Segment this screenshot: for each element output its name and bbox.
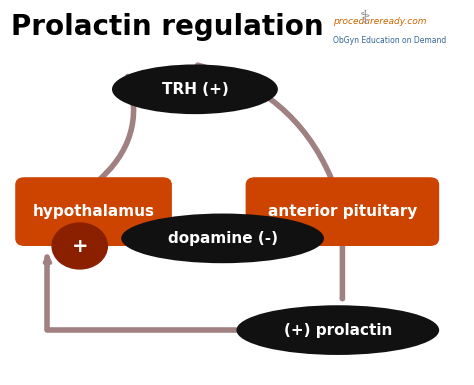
FancyBboxPatch shape [15,177,172,246]
Text: (+) prolactin: (+) prolactin [283,323,392,338]
FancyArrowPatch shape [96,77,134,183]
Text: +: + [72,236,88,256]
FancyBboxPatch shape [246,177,439,246]
Text: procedureready.com: procedureready.com [333,17,427,26]
Text: ⚕: ⚕ [360,9,371,28]
FancyArrowPatch shape [198,65,330,177]
FancyArrowPatch shape [113,240,119,243]
Ellipse shape [237,305,439,355]
Text: anterior pituitary: anterior pituitary [268,204,417,219]
FancyArrowPatch shape [281,214,299,232]
Ellipse shape [112,64,278,114]
Text: Prolactin regulation: Prolactin regulation [10,13,323,41]
Ellipse shape [121,214,324,263]
Text: ObGyn Education on Demand: ObGyn Education on Demand [333,36,447,45]
Text: dopamine (-): dopamine (-) [168,231,278,246]
Text: TRH (+): TRH (+) [162,82,228,97]
Circle shape [52,223,108,269]
Text: hypothalamus: hypothalamus [33,204,155,219]
